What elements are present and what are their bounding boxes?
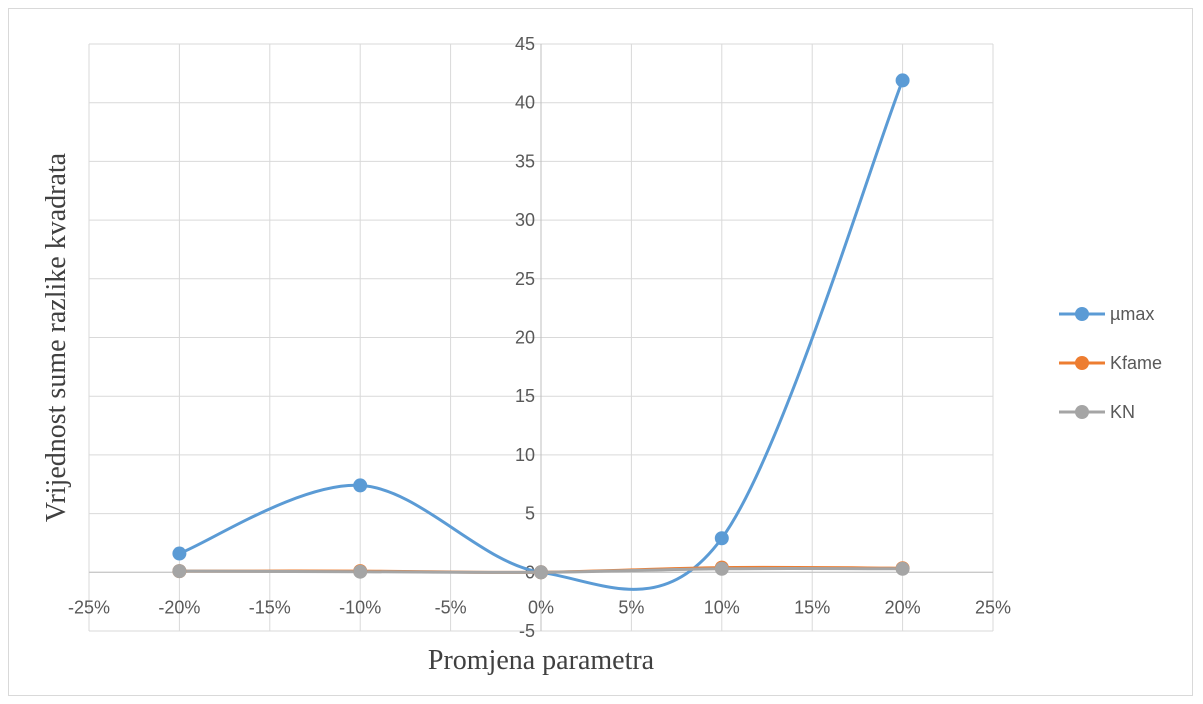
x-tick-label: -15% (249, 597, 291, 617)
legend-item: KN (1059, 402, 1135, 422)
x-tick-label: -20% (158, 597, 200, 617)
legend-marker (1075, 405, 1089, 419)
x-tick-label: 15% (794, 597, 830, 617)
data-point (714, 561, 729, 576)
y-tick-label: 20 (515, 328, 535, 348)
data-point (353, 564, 368, 579)
legend-label: Kfame (1110, 353, 1162, 373)
data-point (353, 478, 368, 493)
y-tick-label: 35 (515, 151, 535, 171)
x-tick-label: 20% (885, 597, 921, 617)
legend-item: Kfame (1059, 353, 1162, 373)
series-layer (172, 73, 910, 591)
x-tick-label: 10% (704, 597, 740, 617)
legend-marker (1075, 356, 1089, 370)
legend: µmax Kfame KN (1059, 304, 1162, 422)
data-point (172, 564, 187, 579)
y-tick-label: -5 (519, 621, 535, 641)
line-chart: -25% -20% -15% -10% -5% 0% 5% 10% 15% 20% 25% -505… (41, 34, 1162, 676)
y-tick-label: 15 (515, 386, 535, 406)
x-tick-labels: -25% -20% -15% -10% -5% 0% 5% 10% 15% 20% 25% (68, 597, 1011, 617)
legend-label: KN (1110, 402, 1135, 422)
y-tick-label: 25 (515, 269, 535, 289)
data-point (714, 531, 729, 546)
chart-frame: -25% -20% -15% -10% -5% 0% 5% 10% 15% 20% 25% -5 0 5… (8, 8, 1193, 696)
data-point (895, 561, 910, 576)
series-line-0 (177, 78, 905, 591)
legend-marker (1075, 307, 1089, 321)
x-tick-label: -10% (339, 597, 381, 617)
y-tick-label: 10 (515, 445, 535, 465)
legend-label: µmax (1110, 304, 1154, 324)
y-axis-title: Vrijednost sume razlike kvadrata (41, 152, 72, 522)
x-tick-label: 25% (975, 597, 1011, 617)
legend-item: µmax (1059, 304, 1154, 324)
x-tick-label: -25% (68, 597, 110, 617)
x-axis-title: Promjena parametra (428, 645, 655, 676)
x-tick-label: 0% (528, 597, 554, 617)
y-tick-label: 40 (515, 93, 535, 113)
x-tick-label: -5% (435, 597, 467, 617)
data-point (534, 565, 548, 580)
x-tick-label: 5% (618, 597, 644, 617)
y-tick-label: 30 (515, 210, 535, 230)
y-tick-label: 45 (515, 34, 535, 54)
y-tick-label: 5 (525, 504, 535, 524)
data-point (172, 546, 187, 561)
data-point (895, 73, 910, 88)
